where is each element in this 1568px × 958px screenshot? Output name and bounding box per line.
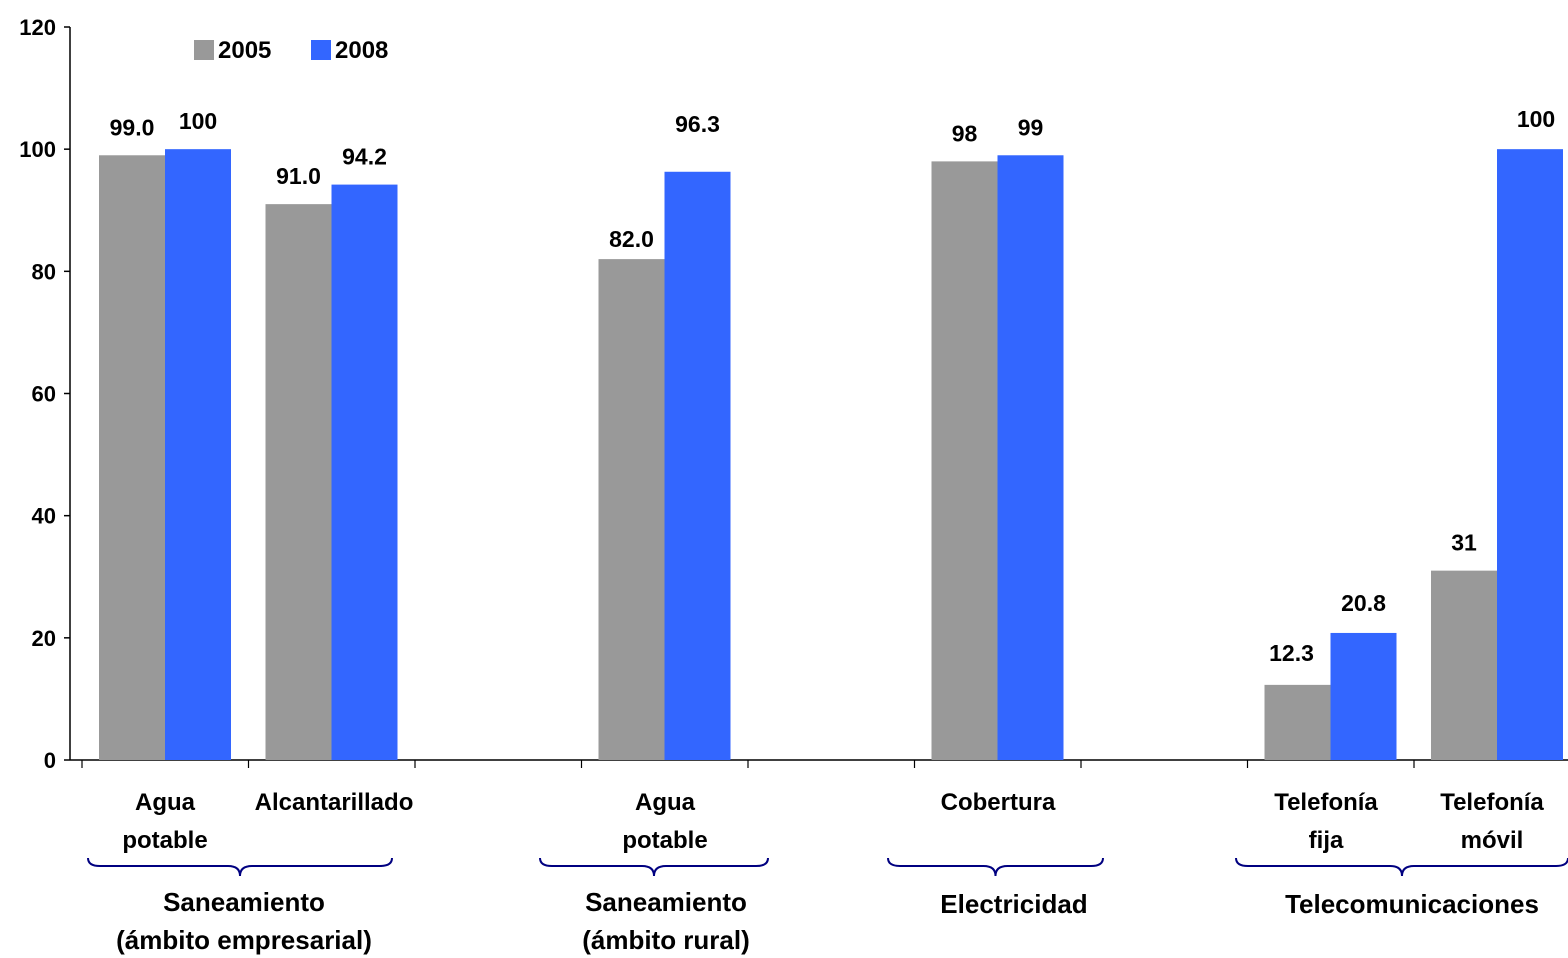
bar-2005-1 [265,204,332,760]
bar-2005-8 [1431,570,1497,760]
category-label-8: Telefonía [1440,789,1544,816]
bar-2005-5 [931,161,998,761]
data-label-2008-1: 94.2 [342,144,387,170]
group-label-1: (ámbito rural) [582,925,750,955]
data-label-2005-3: 82.0 [609,226,654,252]
legend-label-2008: 2008 [335,37,388,64]
data-label-2005-1: 91.0 [276,163,321,189]
group-label-2: Electricidad [940,889,1087,919]
y-axis: 0 20 40 60 80 100 120 [19,15,71,773]
data-label-2008-7: 20.8 [1341,590,1386,616]
x-axis [70,759,1568,768]
legend-label-2005: 2005 [218,37,271,64]
category-label-3: Agua [635,789,696,816]
bar-2005-0 [99,155,165,760]
data-labels: 99.0 91.0 82.0 98 12.3 31 100 94.2 96.3 99 20.8 100 [110,106,1556,666]
legend-swatch-2008 [311,40,331,60]
bar-2008-3 [664,171,731,760]
y-tick-label: 0 [44,748,56,773]
bar-2008-8 [1497,149,1563,760]
group-brace-1 [539,857,769,877]
bar-2008-7 [1330,632,1397,760]
y-tick-label: 40 [32,504,56,529]
group-labels: Saneamiento (ámbito empresarial) Saneamien… [87,857,1568,955]
category-label-7: Telefonía [1274,789,1378,816]
category-label-5: Cobertura [941,789,1056,816]
data-label-2005-8: 31 [1451,530,1477,556]
data-label-2005-7: 12.3 [1269,640,1314,666]
y-tick-label: 120 [19,15,56,40]
group-label-0: Saneamiento [163,887,325,917]
data-label-2008-3: 96.3 [675,111,720,137]
bar-2008-5 [997,155,1064,760]
category-label-8: móvil [1461,827,1524,854]
data-label-2008-0: 100 [179,108,217,134]
category-label-0: potable [122,827,207,854]
bar-2008-0 [165,149,231,760]
x-tick-group [81,760,1415,768]
bar-2005-3 [598,259,665,760]
y-tick-group: 0 20 40 60 80 100 120 [19,15,70,773]
group-brace-0 [87,857,393,877]
bars [99,149,1563,761]
data-label-2008-5: 99 [1018,114,1044,140]
category-label-3: potable [622,827,707,854]
group-brace-2 [887,857,1104,877]
y-tick-label: 100 [19,137,56,162]
category-label-7: fija [1309,827,1344,854]
data-label-2008-8: 100 [1517,106,1555,132]
data-label-2005-0: 99.0 [110,114,155,140]
bar-2008-1 [331,184,398,761]
legend-swatch-2005 [194,40,214,60]
category-label-0: Agua [135,789,196,816]
group-label-3: Telecomunicaciones [1285,889,1539,919]
group-label-0: (ámbito empresarial) [116,925,372,955]
y-tick-label: 60 [32,382,56,407]
y-tick-label: 20 [32,626,56,651]
y-tick-label: 80 [32,259,56,284]
group-label-1: Saneamiento [585,887,747,917]
category-labels: Agua potable Alcantarillado Agua potable Cobe… [122,789,1544,854]
data-label-2005-5: 98 [952,120,978,146]
group-brace-3 [1235,857,1568,877]
bar-2005-7 [1264,684,1331,760]
category-label-1: Alcantarillado [255,789,414,816]
legend: 2005 2008 [194,37,388,64]
